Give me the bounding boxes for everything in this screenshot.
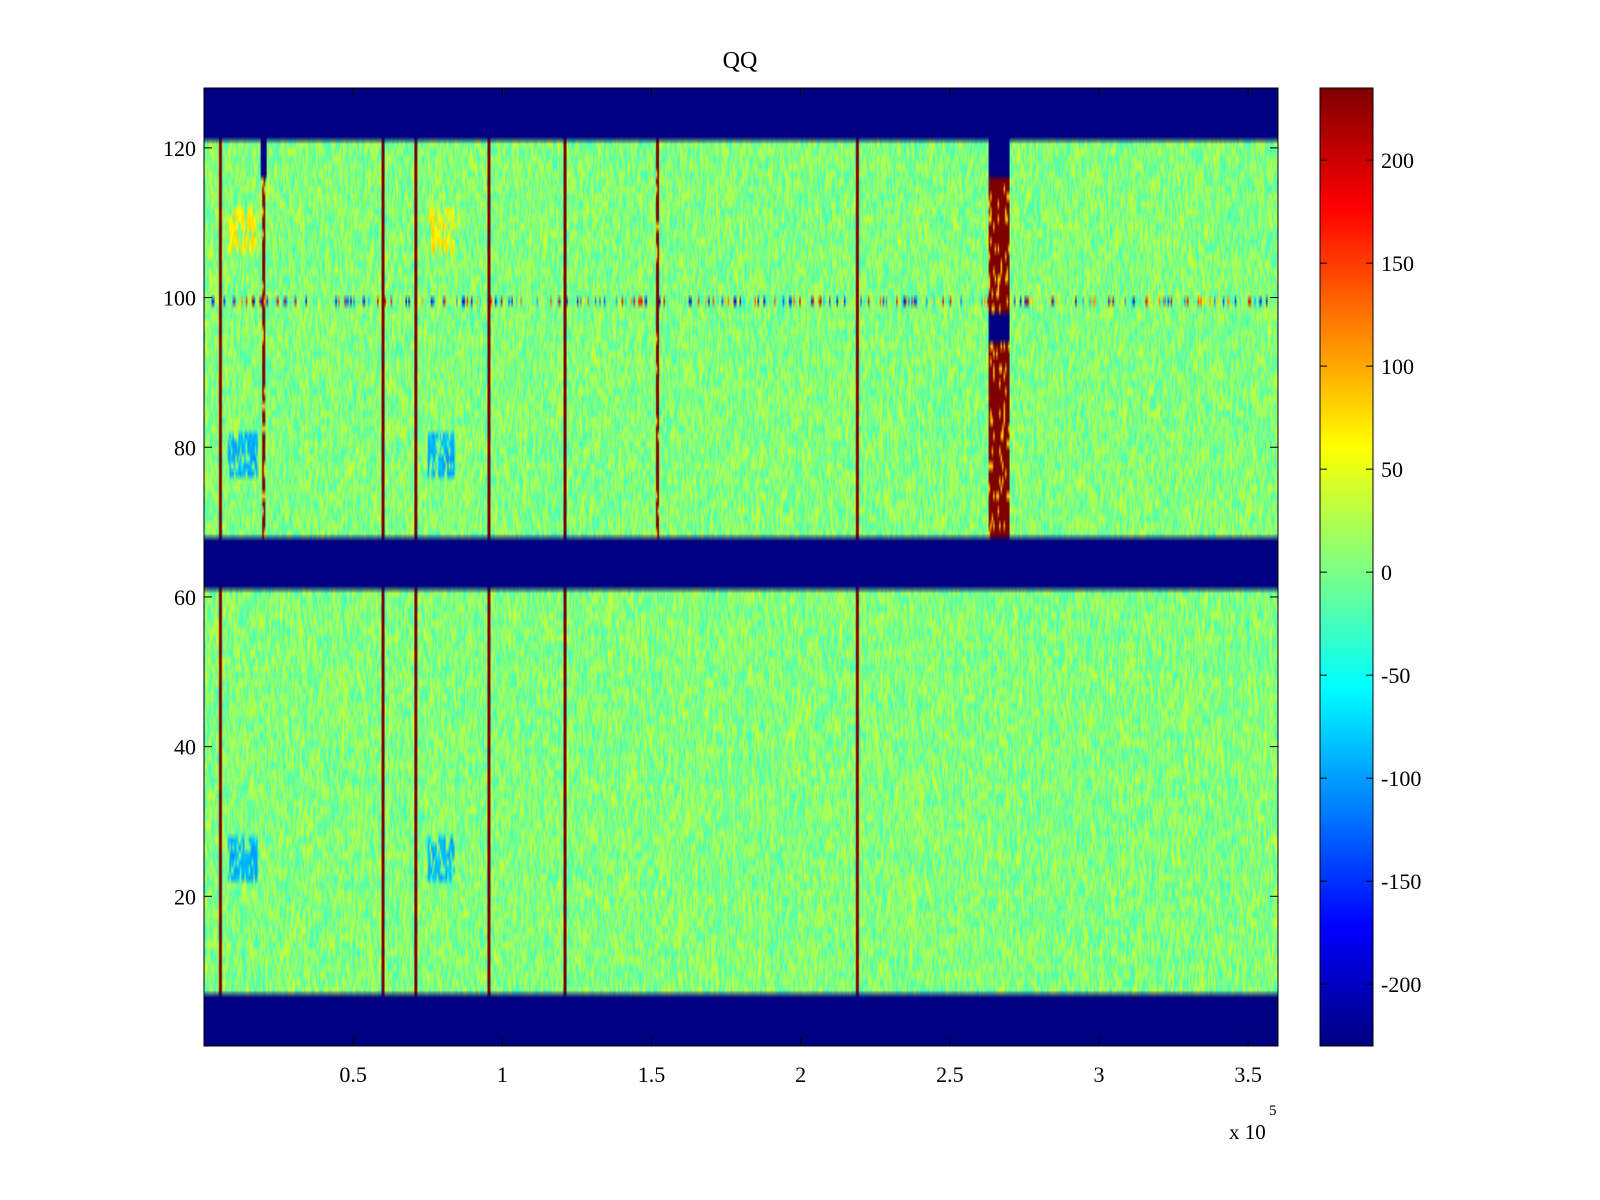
y-tick-label: 80: [174, 435, 196, 460]
x-axis: 0.5 1 1.5 2 2.5 3 3.5: [339, 88, 1262, 1087]
y-tick-label: 60: [174, 585, 196, 610]
colorbar-tick-label: 50: [1381, 457, 1403, 482]
colorbar-tick-label: -50: [1381, 663, 1410, 688]
y-tick-label: 100: [163, 286, 196, 311]
x-exponent-label: x 10: [1229, 1120, 1266, 1144]
colorbar-tick-label: 100: [1381, 354, 1414, 379]
x-exponent-power: 5: [1269, 1103, 1277, 1119]
colorbar-frame: [1319, 87, 1374, 1047]
chart-title: QQ: [723, 48, 758, 74]
x-tick-label: 3: [1094, 1062, 1105, 1087]
colorbar-tick-label: 0: [1381, 560, 1392, 585]
heatmap-image: [204, 88, 1278, 1046]
y-tick-label: 20: [174, 884, 196, 909]
x-tick-label: 2: [795, 1062, 806, 1087]
colorbar: 200 150 100 50 0 -50 -100 -150 -200: [1319, 87, 1421, 1047]
colorbar-gradient: [1320, 88, 1373, 1046]
colorbar-tick-label: 200: [1381, 148, 1414, 173]
colorbar-tick-label: -100: [1381, 766, 1421, 791]
x-tick-label: 0.5: [339, 1062, 367, 1087]
colorbar-tick-label: -200: [1381, 972, 1421, 997]
y-tick-label: 40: [174, 735, 196, 760]
colorbar-ticks: 200 150 100 50 0 -50 -100 -150 -200: [1320, 148, 1421, 997]
y-axis: 20 40 60 80 100 120: [163, 136, 1278, 909]
plot-frame: [203, 87, 1279, 1047]
x-tick-label: 1: [497, 1062, 508, 1087]
colorbar-tick-label: -150: [1381, 869, 1421, 894]
plot-area: [203, 87, 1279, 1047]
y-tick-label: 120: [163, 136, 196, 161]
x-tick-label: 1.5: [638, 1062, 666, 1087]
x-tick-label: 3.5: [1234, 1062, 1262, 1087]
colorbar-tick-label: 150: [1381, 251, 1414, 276]
x-tick-label: 2.5: [936, 1062, 964, 1087]
